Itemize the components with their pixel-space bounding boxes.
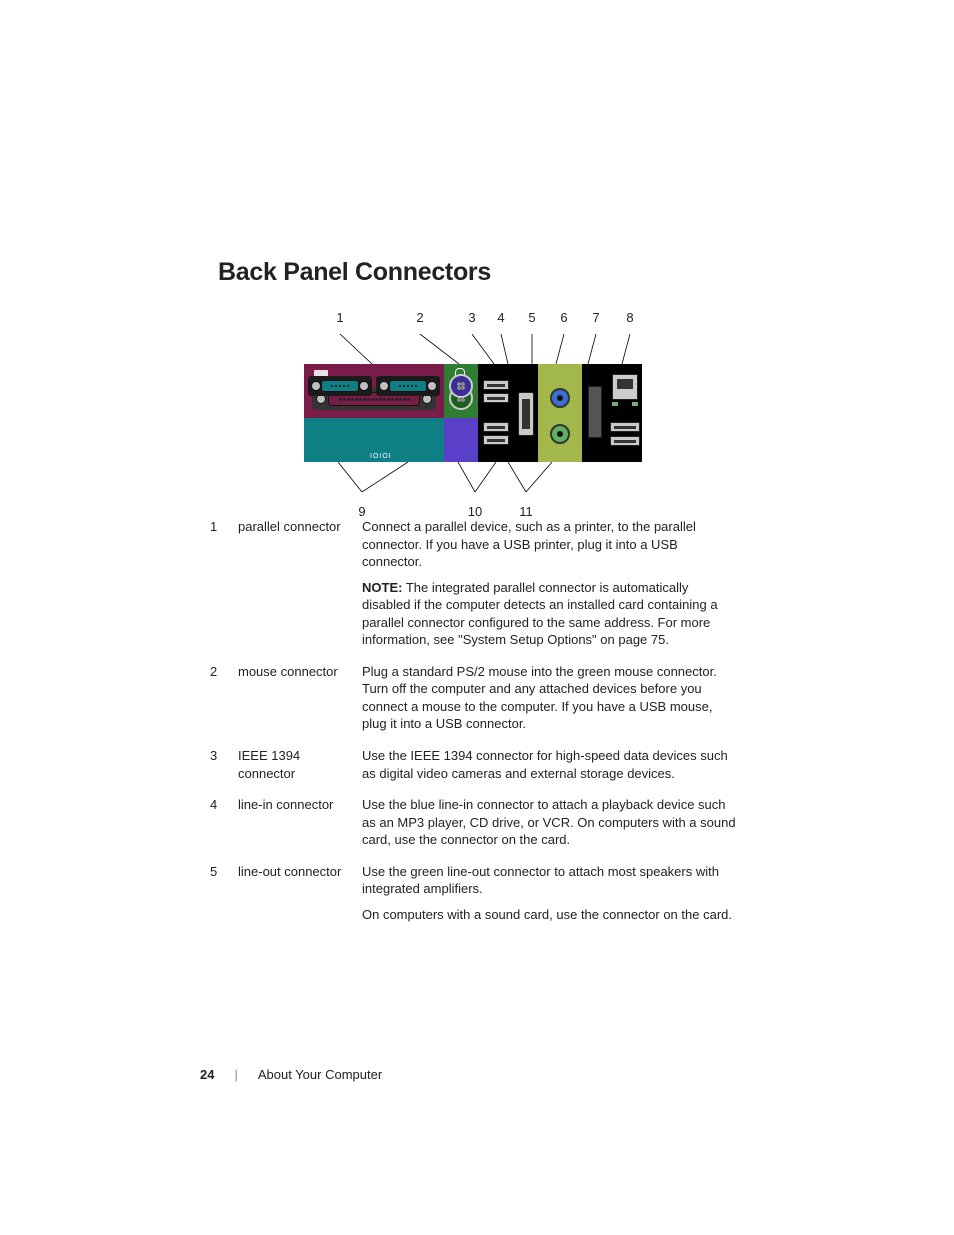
panel-section-ps2 <box>444 364 478 462</box>
page-footer: 24 | About Your Computer <box>200 1067 382 1082</box>
diagram-top-leader-lines <box>300 334 646 364</box>
description-paragraph: NOTE: The integrated parallel connector … <box>362 579 740 649</box>
callout-number: 5 <box>528 310 535 325</box>
note-label: NOTE: <box>362 580 402 595</box>
connector-name: parallel connector <box>238 518 348 649</box>
panel-section-audio <box>538 364 582 462</box>
ieee1394-port <box>518 392 534 436</box>
table-row: 5line-out connector Use the green line-ou… <box>210 863 740 924</box>
serial-port-2 <box>376 376 440 396</box>
connector-panel: IOIOI <box>304 364 642 462</box>
page: Back Panel Connectors 1 2 3 4 5 6 7 8 <box>0 0 954 1235</box>
page-number: 24 <box>200 1067 214 1082</box>
callout-number: 10 <box>468 504 482 519</box>
back-panel-diagram: 1 2 3 4 5 6 7 8 <box>300 310 660 522</box>
screw-icon <box>311 381 321 391</box>
callout-number: 7 <box>592 310 599 325</box>
callout-number: 8 <box>626 310 633 325</box>
diagram-bottom-leader-lines <box>300 462 646 492</box>
diagram-top-callouts: 1 2 3 4 5 6 7 8 <box>300 310 660 334</box>
callout-number: 9 <box>358 504 365 519</box>
network-port <box>612 374 638 400</box>
callout-number: 3 <box>468 310 475 325</box>
usb-port <box>483 422 509 432</box>
callout-number: 1 <box>336 310 343 325</box>
connector-description: Connect a parallel device, such as a pri… <box>362 518 740 649</box>
panel-section-parallel-serial: IOIOI <box>304 364 444 462</box>
section-heading: Back Panel Connectors <box>218 258 491 287</box>
table-row: 3 IEEE 1394 connector Use the IEEE 1394 co… <box>210 747 740 782</box>
table-row: 2mouse connectorPlug a standard PS/2 mou… <box>210 663 740 733</box>
description-paragraph: Plug a standard PS/2 mouse into the gree… <box>362 663 740 733</box>
network-leds <box>612 402 638 406</box>
row-number: 3 <box>210 747 224 782</box>
connector-name: mouse connector <box>238 663 348 733</box>
connector-name: line-out connector <box>238 863 348 924</box>
description-paragraph: Use the blue line-in connector to attach… <box>362 796 740 849</box>
usb-port <box>610 422 640 432</box>
table-row: 1parallel connector Connect a parallel de… <box>210 518 740 649</box>
screw-icon <box>359 381 369 391</box>
ps2-keyboard-port <box>449 374 473 398</box>
connector-description: Plug a standard PS/2 mouse into the gree… <box>362 663 740 733</box>
panel-section-spdif <box>582 364 608 462</box>
usb-port <box>483 393 509 403</box>
table-row: 4 line-in connector Use the blue line-in c… <box>210 796 740 849</box>
usb-port <box>610 436 640 446</box>
connector-description-table: 1parallel connector Connect a parallel de… <box>210 518 740 937</box>
panel-section-network <box>608 364 642 462</box>
description-paragraph: On computers with a sound card, use the … <box>362 906 740 924</box>
usb-port <box>483 435 509 445</box>
row-number: 4 <box>210 796 224 849</box>
connector-description: Use the blue line-in connector to attach… <box>362 796 740 849</box>
screw-icon <box>427 381 437 391</box>
row-number: 1 <box>210 518 224 649</box>
serial-label: IOIOI <box>370 453 392 460</box>
panel-section-firewire <box>514 364 538 462</box>
callout-number: 2 <box>416 310 423 325</box>
footer-separator: | <box>234 1067 237 1082</box>
screw-icon <box>379 381 389 391</box>
callout-number: 4 <box>497 310 504 325</box>
description-paragraph: Use the IEEE 1394 connector for high-spe… <box>362 747 740 782</box>
usb-port <box>483 380 509 390</box>
description-paragraph: Connect a parallel device, such as a pri… <box>362 518 740 571</box>
connector-description: Use the IEEE 1394 connector for high-spe… <box>362 747 740 782</box>
callout-number: 11 <box>519 504 533 519</box>
serial-port-1 <box>308 376 372 396</box>
callout-number: 6 <box>560 310 567 325</box>
row-number: 5 <box>210 863 224 924</box>
footer-section-title: About Your Computer <box>258 1067 382 1082</box>
description-paragraph: Use the green line-out connector to atta… <box>362 863 740 898</box>
line-in-jack <box>550 388 570 408</box>
connector-name: line-in connector <box>238 796 348 849</box>
row-number: 2 <box>210 663 224 733</box>
panel-section-usb <box>478 364 514 462</box>
connector-description: Use the green line-out connector to atta… <box>362 863 740 924</box>
spdif-port <box>588 386 602 438</box>
line-out-jack <box>550 424 570 444</box>
connector-name: IEEE 1394 connector <box>238 747 348 782</box>
